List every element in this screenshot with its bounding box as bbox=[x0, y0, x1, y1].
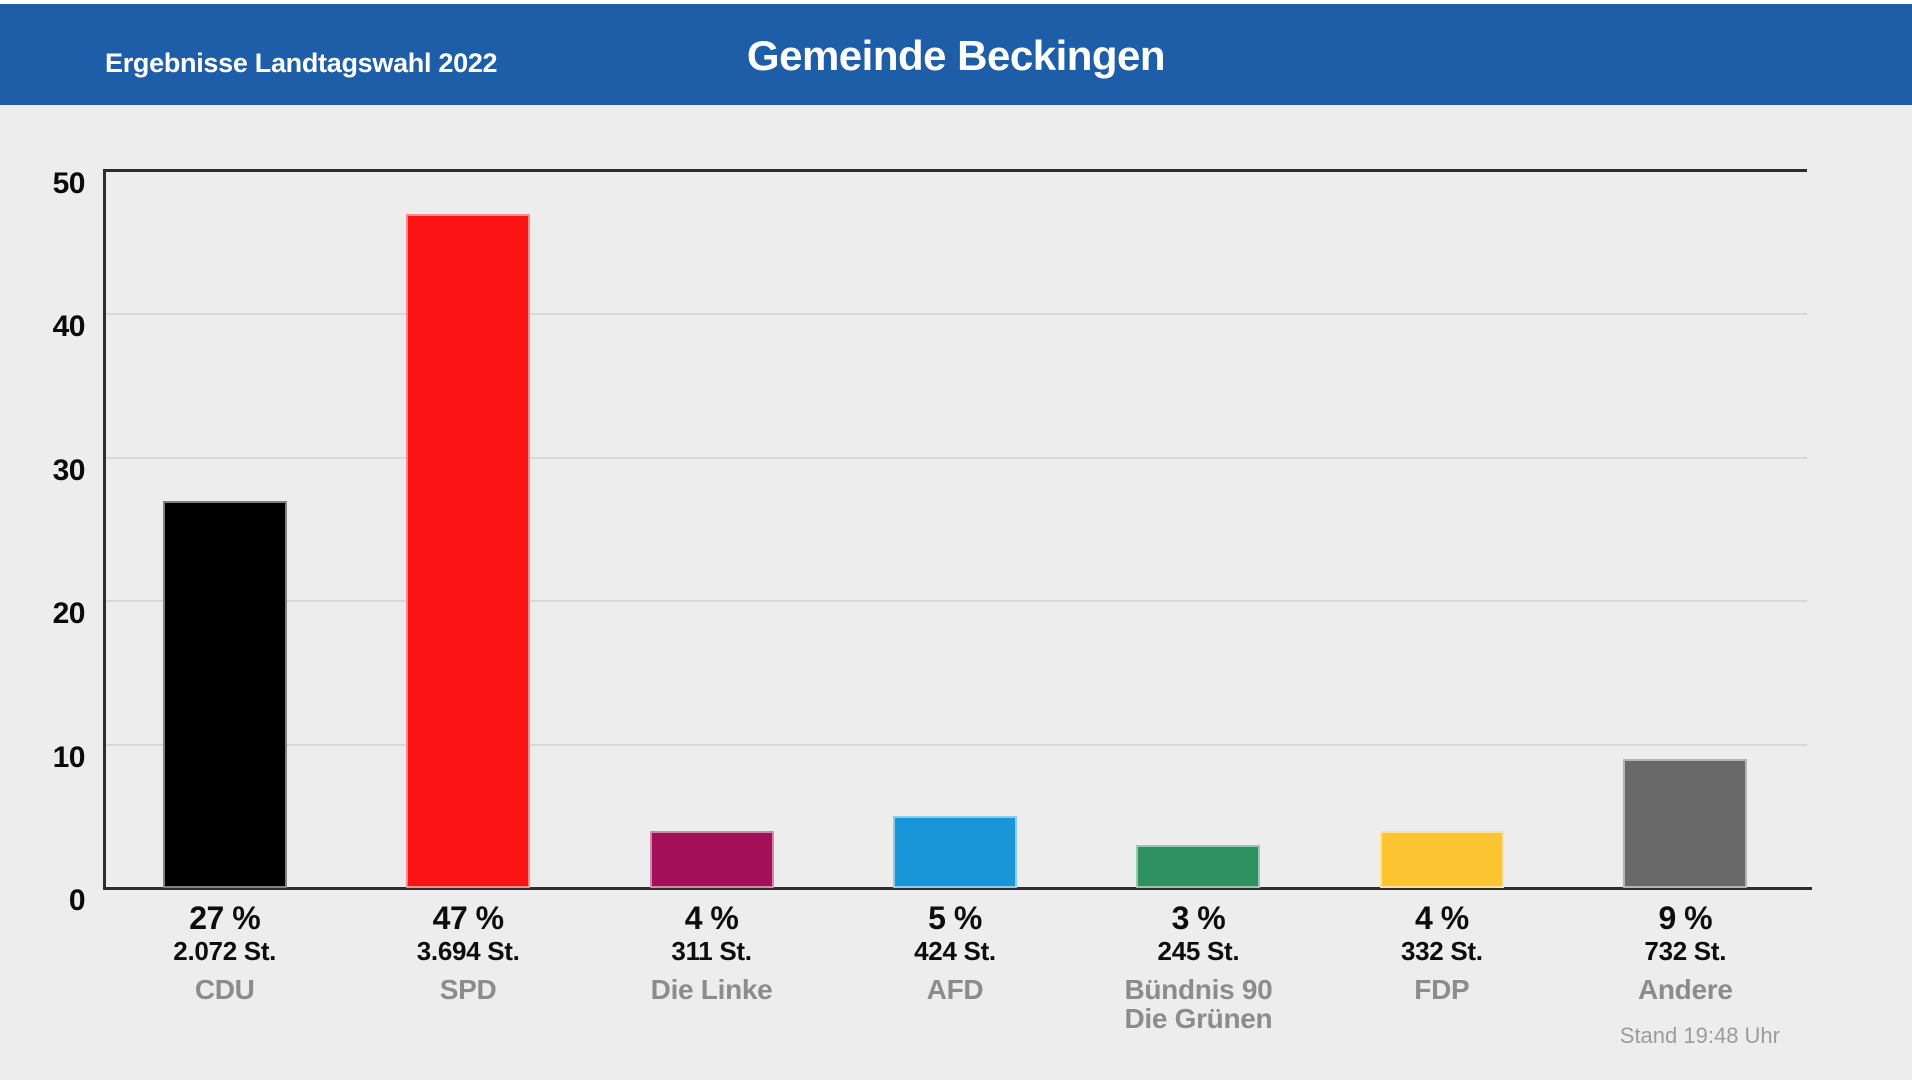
bar-labels-spd: 47 % 3.694 St. SPD bbox=[346, 900, 590, 1004]
percent-label: 9 % bbox=[1658, 900, 1713, 936]
bar-labels-andere: 9 % 732 St. Andere bbox=[1563, 900, 1807, 1004]
party-label-line: AFD bbox=[926, 974, 984, 1005]
bar-labels-fdp: 4 % 332 St. FDP bbox=[1320, 900, 1564, 1004]
y-tick-label-20: 20 bbox=[52, 597, 86, 630]
percent-label: 5 % bbox=[928, 900, 982, 936]
y-tick-label-0: 0 bbox=[68, 884, 86, 917]
party-label-line: CDU bbox=[194, 974, 255, 1005]
votes-label: 245 St. bbox=[1157, 936, 1240, 966]
party-label: Bündnis 90 Die Grünen bbox=[1076, 975, 1320, 1033]
votes-label: 2.072 St. bbox=[173, 936, 277, 966]
party-label: Die Linke bbox=[590, 975, 834, 1004]
percent-label: 3 % bbox=[1171, 900, 1226, 936]
votes-label: 311 St. bbox=[671, 936, 752, 966]
party-label: AFD bbox=[833, 975, 1077, 1004]
party-label-line: FDP bbox=[1414, 974, 1470, 1005]
bar-cdu bbox=[162, 500, 287, 888]
party-label-line: Andere bbox=[1637, 974, 1733, 1005]
party-label: CDU bbox=[103, 975, 347, 1004]
gridline-30 bbox=[103, 456, 1807, 459]
bar-b-ndnis-90-die-gr-nen bbox=[1136, 844, 1261, 888]
page-title: Gemeinde Beckingen bbox=[746, 32, 1166, 79]
bar-labels-afd: 5 % 424 St. AFD bbox=[833, 900, 1077, 1004]
bar-labels-b-ndnis-90-die-gr-nen: 3 % 245 St. Bündnis 90 Die Grünen bbox=[1076, 900, 1320, 1033]
bar-labels-die-linke: 4 % 311 St. Die Linke bbox=[590, 900, 834, 1004]
party-label-line: Bündnis 90 bbox=[1124, 974, 1273, 1005]
bar-andere bbox=[1623, 758, 1748, 888]
percent-label: 47 % bbox=[432, 900, 504, 936]
votes-label: 424 St. bbox=[914, 936, 996, 966]
y-tick-label-10: 10 bbox=[52, 740, 86, 774]
gridline-40 bbox=[103, 313, 1807, 315]
votes-label: 3.694 St. bbox=[416, 936, 520, 966]
percent-label: 4 % bbox=[1415, 900, 1469, 936]
y-tick-label-30: 30 bbox=[52, 453, 86, 487]
party-label: Andere bbox=[1563, 975, 1807, 1004]
top-strip bbox=[0, 0, 1912, 4]
party-label-line: Die Linke bbox=[650, 974, 773, 1005]
bar-spd bbox=[406, 213, 531, 888]
y-tick-label-40: 40 bbox=[52, 310, 86, 343]
bar-die-linke bbox=[649, 830, 774, 888]
party-label: FDP bbox=[1320, 975, 1564, 1004]
bar-afd bbox=[893, 816, 1017, 888]
y-tick-label-50: 50 bbox=[52, 166, 86, 200]
y-axis-line bbox=[103, 169, 106, 890]
votes-label: 732 St. bbox=[1644, 936, 1727, 966]
gridline-20 bbox=[103, 600, 1807, 602]
votes-label: 332 St. bbox=[1400, 936, 1483, 966]
bar-labels-cdu: 27 % 2.072 St. CDU bbox=[103, 900, 347, 1004]
party-label-line: SPD bbox=[439, 974, 497, 1005]
x-axis-line bbox=[103, 886, 1812, 890]
header-subtitle: Ergebnisse Landtagswahl 2022 bbox=[105, 48, 498, 78]
bar-fdp bbox=[1379, 830, 1504, 888]
percent-label: 4 % bbox=[684, 900, 739, 936]
gridline-10 bbox=[103, 743, 1807, 746]
party-label: SPD bbox=[346, 975, 590, 1004]
status-timestamp: Stand 19:48 Uhr bbox=[1619, 1023, 1780, 1048]
header-bar: Ergebnisse Landtagswahl 2022 Gemeinde Be… bbox=[0, 4, 1912, 105]
plot-top-border bbox=[103, 169, 1807, 172]
percent-label: 27 % bbox=[189, 900, 261, 936]
party-label-line: Die Grünen bbox=[1124, 1003, 1273, 1034]
